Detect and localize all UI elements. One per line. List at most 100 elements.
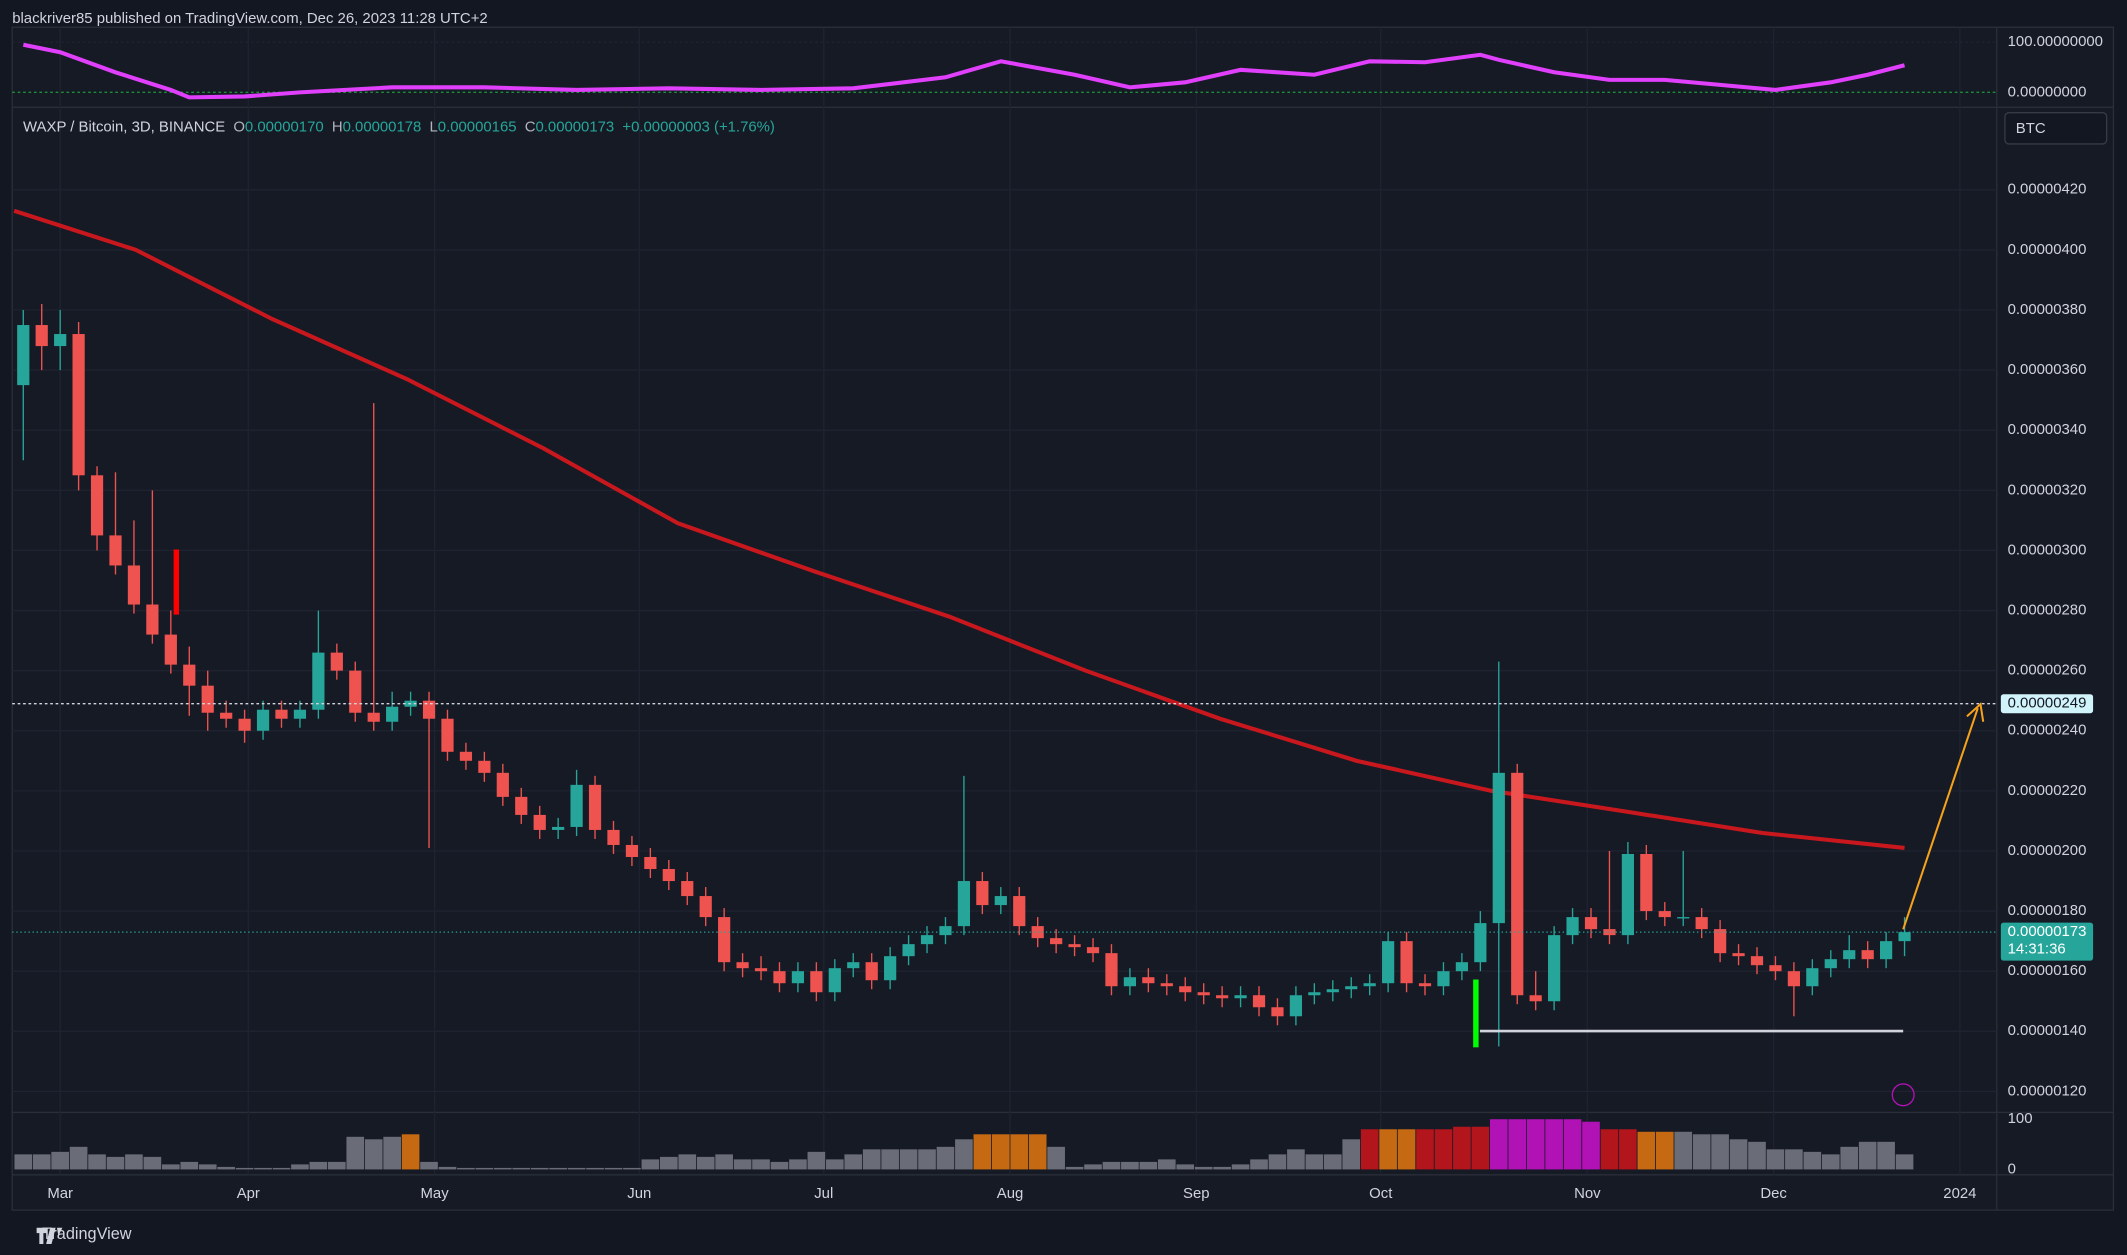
volume-bar [918, 1149, 936, 1170]
volume-bar [715, 1154, 733, 1170]
candle-body [1179, 986, 1192, 993]
volume-bar [1600, 1129, 1619, 1170]
last-price-box [2000, 922, 2094, 961]
volume-bar [1379, 1129, 1397, 1170]
volume-bar [69, 1146, 88, 1170]
y-tick-label: 0.00000340 [2008, 421, 2087, 438]
volume-bar [1489, 1119, 1508, 1170]
volume-bar [383, 1136, 401, 1170]
candle-body [1068, 944, 1081, 948]
candle-body [275, 709, 288, 719]
candle-body [90, 475, 104, 536]
volume-bar [1287, 1149, 1305, 1170]
volume-bar [1895, 1154, 1914, 1170]
volume-bar [752, 1159, 770, 1170]
volume-bar [659, 1156, 678, 1170]
candle-body [1640, 853, 1653, 912]
signal-arrow [1473, 979, 1479, 1048]
candle-body [1455, 962, 1469, 972]
volume-bar [1877, 1141, 1895, 1170]
volume-bar [1397, 1129, 1416, 1170]
symbol: WAXP / Bitcoin, 3D, BINANCE [23, 119, 225, 136]
osc-tick-label: 100.00000000 [2008, 33, 2103, 50]
y-tick-label: 0.00000240 [2008, 722, 2087, 739]
currency-button[interactable] [2004, 112, 2108, 145]
candle-body [828, 968, 841, 993]
candle-body [1363, 983, 1376, 987]
arrow-head [1966, 702, 1985, 722]
candle-body [994, 896, 1007, 906]
candle-body [1732, 953, 1745, 957]
y-tick-label: 0.00000380 [2008, 301, 2087, 318]
candle-body [1216, 995, 1229, 999]
legend-key: C [525, 119, 536, 136]
candle-body [625, 844, 639, 857]
volume-bar [862, 1149, 881, 1170]
volume-bar [1213, 1166, 1231, 1170]
volume-bar [291, 1164, 309, 1170]
volume-bar [512, 1167, 531, 1170]
candle-body [1695, 917, 1708, 930]
legend-value: 0.00000170 [245, 119, 324, 136]
candle-body [791, 971, 805, 984]
volume-bar [1084, 1164, 1102, 1170]
y-tick-label: 0.00000260 [2008, 662, 2087, 679]
volume-bar [936, 1146, 955, 1170]
volume-bar [1637, 1131, 1656, 1170]
x-tick-label: Dec [1760, 1185, 1787, 1202]
volume-bar [143, 1156, 162, 1170]
volume-bar [364, 1139, 383, 1170]
candle-body [1031, 926, 1044, 939]
volume-bar [1047, 1146, 1065, 1170]
candle-body [17, 325, 30, 386]
y-tick-label: 0.00000280 [2008, 601, 2087, 618]
candle-body [238, 718, 251, 731]
candle-body [1750, 956, 1764, 966]
volume-bar [1582, 1121, 1600, 1170]
volume-bar [457, 1167, 475, 1170]
last-price-label: 0.00000173 [2008, 923, 2087, 940]
candle-body [1603, 929, 1616, 936]
volume-bar [1619, 1129, 1637, 1170]
volume-bar [1157, 1159, 1176, 1170]
osc-tick-label: 0.00000000 [2008, 83, 2087, 100]
osc-line [22, 42, 1906, 100]
candle-body [478, 760, 491, 773]
volume-bar [696, 1156, 715, 1170]
legend-key: H [332, 119, 343, 136]
candle-body [1382, 941, 1395, 984]
volume-bar [1545, 1119, 1563, 1170]
candle-body [1289, 995, 1303, 1017]
alert-icon[interactable] [1891, 1083, 1915, 1107]
price-label: 0.00000249 [2008, 695, 2087, 712]
candle-body [1474, 923, 1487, 963]
volume-bar [162, 1164, 180, 1170]
x-tick-label: Jul [814, 1185, 833, 1202]
currency-label: BTC [2016, 120, 2046, 137]
x-tick-label: 2024 [1943, 1185, 1976, 1202]
volume-bar [770, 1161, 789, 1170]
candle-body [957, 881, 971, 927]
x-tick-label: Mar [47, 1185, 73, 1202]
candle-body [1197, 992, 1210, 996]
y-tick-label: 0.00000400 [2008, 241, 2087, 258]
candle-body [1566, 917, 1579, 936]
candle-body [1142, 977, 1155, 984]
volume-bar [1655, 1131, 1674, 1170]
legend-key: O [233, 119, 245, 136]
volume-bar [235, 1167, 254, 1170]
volume-tick-label: 0 [2008, 1160, 2016, 1177]
projection-arrow [1902, 707, 1979, 930]
candle-body [1511, 772, 1524, 996]
volume-bar [1674, 1131, 1693, 1170]
candle-body [552, 826, 565, 830]
volume-bar [14, 1154, 33, 1170]
volume-bar [1711, 1134, 1729, 1170]
candle-body [1843, 950, 1856, 960]
candle-body [1584, 917, 1598, 930]
candle-body [533, 814, 546, 830]
candle-body [1769, 965, 1782, 972]
y-tick-label: 0.00000420 [2008, 181, 2087, 198]
candle-body [644, 856, 657, 870]
chart-frame [11, 26, 2115, 1211]
